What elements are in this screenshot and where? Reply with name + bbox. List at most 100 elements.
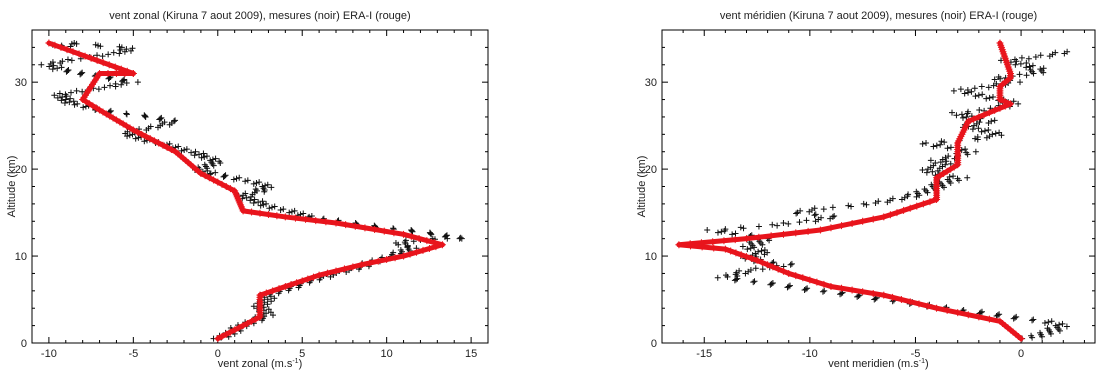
era-point (947, 165, 955, 173)
measurement-point (737, 224, 744, 231)
measurement-point (1063, 323, 1070, 330)
era-point (243, 319, 251, 327)
measurement-point (46, 63, 53, 70)
measurement-point (932, 160, 939, 167)
measurement-point (183, 146, 190, 153)
era-point (298, 277, 306, 285)
measurement-point (68, 57, 75, 64)
measurement-point (216, 158, 223, 165)
measurement-point (829, 213, 836, 220)
measurement-point (392, 240, 399, 247)
measurement-point (944, 145, 951, 152)
measurement-point (255, 199, 262, 206)
measurement-point (141, 112, 148, 119)
measurement-point (963, 149, 970, 156)
measurement-point (105, 51, 112, 58)
chart-title: vent méridien (Kiruna 7 aout 2009), mesu… (720, 10, 1037, 22)
x-axis-label: vent meridien (m.s-1) (828, 358, 928, 370)
measurement-point (134, 79, 141, 86)
measurement-point (247, 197, 254, 204)
measurement-point (68, 89, 75, 96)
measurement-point (161, 119, 168, 126)
era-point (264, 210, 272, 218)
era-point (281, 213, 289, 221)
era-point (996, 104, 1004, 112)
era-point (742, 235, 750, 243)
measurement-point (175, 143, 182, 150)
measurement-point (157, 115, 164, 122)
measurement-point (207, 157, 214, 164)
measurement-point (769, 280, 776, 287)
measurement-point (95, 86, 102, 93)
measurement-point (1011, 56, 1018, 63)
era-point (897, 296, 905, 304)
era-point (954, 309, 962, 317)
measurement-point (704, 226, 711, 233)
measurement-point (968, 88, 975, 95)
era-point (996, 317, 1004, 325)
era-point (785, 269, 793, 277)
measurement-point (1015, 100, 1022, 107)
measurement-point (972, 148, 979, 155)
measurement-point (233, 175, 240, 182)
measurement-point (985, 84, 992, 91)
measurement-point (408, 227, 415, 234)
y-tick-label: 0 (21, 338, 27, 350)
era-point (275, 285, 283, 293)
x-tick-label: -15 (696, 348, 712, 360)
measurement-point (129, 45, 136, 52)
measurement-point (64, 67, 71, 74)
era-point (129, 69, 137, 77)
x-tick-label: -5 (128, 348, 138, 360)
measurement-point (991, 117, 998, 124)
measurement-point (1037, 52, 1044, 59)
measurement-point (942, 161, 949, 168)
measurement-point (426, 229, 433, 236)
y-tick-label: 20 (15, 164, 27, 176)
era-point (816, 226, 824, 234)
measurement-point (58, 97, 65, 104)
measurement-point (107, 107, 114, 114)
measurement-point (889, 195, 896, 202)
era-point (69, 48, 77, 56)
measurement-point (985, 126, 992, 133)
measurement-point (755, 223, 762, 230)
measurement-point (1064, 48, 1071, 55)
measurement-point (118, 81, 125, 88)
era-point (926, 198, 934, 206)
era-point (748, 255, 756, 263)
measurement-point (812, 211, 819, 218)
measurement-point (291, 207, 298, 214)
measurement-point (729, 231, 736, 238)
measurement-point (397, 246, 404, 253)
measurement-point (248, 193, 255, 200)
era-point (366, 259, 374, 267)
measurement-point (811, 205, 818, 212)
era-point (205, 174, 213, 182)
measurement-point (1045, 319, 1052, 326)
era-point (391, 254, 399, 262)
measurement-point (242, 190, 249, 197)
measurement-point (714, 229, 721, 236)
era-point (163, 143, 171, 151)
measurement-point (1025, 55, 1032, 62)
measurement-point (949, 109, 956, 116)
measurement-point (1018, 54, 1025, 61)
measurement-point (300, 210, 307, 217)
measurement-point (198, 154, 205, 161)
measurement-point (803, 217, 810, 224)
measurement-point (200, 150, 207, 157)
measurement-point (996, 129, 1003, 136)
y-axis-label: Altitude (km) (6, 156, 18, 218)
measurement-point (1030, 316, 1037, 323)
era-point (351, 222, 359, 230)
era-point (753, 256, 761, 264)
x-tick-label: 0 (1018, 348, 1024, 360)
measurement-point (989, 131, 996, 138)
measurement-point (71, 101, 78, 108)
measurement-point (1016, 71, 1023, 78)
measurement-point (70, 98, 77, 105)
measurement-point (110, 49, 117, 56)
measurement-point (74, 100, 81, 107)
measurement-point (126, 132, 133, 139)
